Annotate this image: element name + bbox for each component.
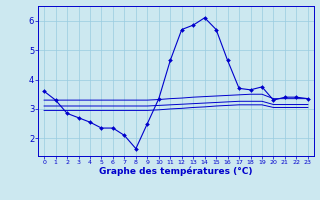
X-axis label: Graphe des températures (°C): Graphe des températures (°C) (99, 167, 253, 176)
